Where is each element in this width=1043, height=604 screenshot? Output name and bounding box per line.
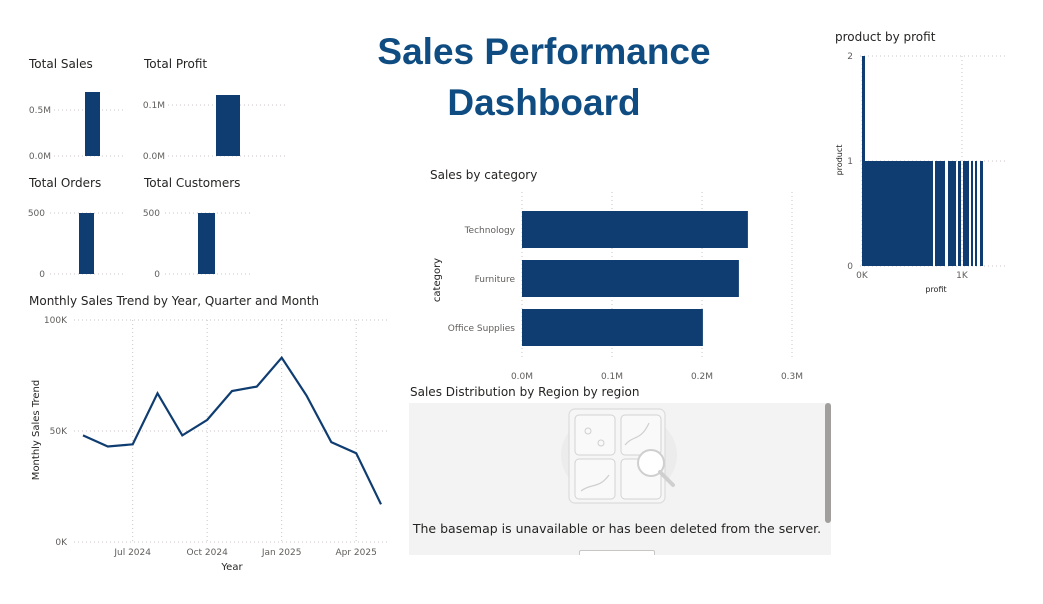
- kpi-title-total-profit: Total Profit: [144, 57, 208, 71]
- category-x-tick: 0.1M: [601, 372, 623, 382]
- category-x-tick: 0.2M: [691, 372, 713, 382]
- map-visual[interactable]: The basemap is unavailable or has been d…: [409, 403, 831, 555]
- category-chart-title: Sales by category: [430, 168, 538, 182]
- map-placeholder-icon: [561, 408, 677, 504]
- dashboard-title: Sales Performance Dashboard: [377, 31, 711, 123]
- kpi-bar-total-sales[interactable]: [85, 92, 100, 156]
- product-y-axis-label: product: [835, 145, 844, 176]
- kpi-total-orders-chart[interactable]: 500 0: [28, 209, 126, 280]
- product-bar[interactable]: [963, 161, 969, 266]
- kpi-total-sales-chart[interactable]: 0.5M 0.0M: [29, 92, 126, 162]
- product-x-tick: 0K: [856, 271, 869, 281]
- product-y-tick: 0: [847, 262, 853, 272]
- line-x-tick: Jul 2024: [113, 548, 151, 558]
- category-bar[interactable]: [522, 309, 703, 346]
- product-bar[interactable]: [958, 161, 961, 266]
- category-label: Office Supplies: [448, 324, 516, 334]
- kpi-tick: 0.5M: [29, 106, 51, 116]
- kpi-tick: 500: [143, 209, 160, 219]
- product-bar[interactable]: [862, 161, 933, 266]
- line-y-tick: 0K: [55, 538, 68, 548]
- map-unavailable-message: The basemap is unavailable or has been d…: [412, 521, 822, 536]
- category-x-tick: 0.0M: [511, 372, 533, 382]
- product-x-tick: 1K: [956, 271, 969, 281]
- category-x-tick: 0.3M: [781, 372, 803, 382]
- category-label: Technology: [464, 226, 516, 236]
- category-bar[interactable]: [522, 211, 748, 248]
- map-action-button[interactable]: [579, 550, 655, 555]
- category-label: Furniture: [475, 275, 516, 285]
- kpi-tick: 500: [28, 209, 45, 219]
- line-chart-ticks: 100K 50K 0K Jul 2024 Oct 2024 Jan 2025 Apr 202…: [44, 316, 377, 558]
- line-x-tick: Apr 2025: [335, 548, 376, 558]
- product-chart-bars[interactable]: [862, 56, 983, 266]
- kpi-tick: 0: [39, 270, 45, 280]
- kpi-bar-total-customers[interactable]: [198, 213, 215, 274]
- category-chart-bars[interactable]: Technology Furniture Office Supplies: [448, 211, 748, 346]
- kpi-bar-total-orders[interactable]: [79, 213, 94, 274]
- kpi-total-profit-chart[interactable]: 0.1M 0.0M: [143, 95, 286, 162]
- kpi-tick: 0.0M: [29, 152, 51, 162]
- kpi-total-customers-chart[interactable]: 500 0: [143, 209, 252, 280]
- product-bar[interactable]: [980, 161, 983, 266]
- product-bar[interactable]: [971, 161, 973, 266]
- product-bar[interactable]: [935, 161, 945, 266]
- line-chart-title: Monthly Sales Trend by Year, Quarter and…: [29, 294, 320, 308]
- product-y-tick: 2: [847, 52, 853, 62]
- product-bar[interactable]: [948, 161, 956, 266]
- kpi-tick: 0: [154, 270, 160, 280]
- product-x-axis-label: profit: [925, 285, 946, 294]
- map-scrollbar[interactable]: [825, 403, 831, 523]
- line-y-axis-label: Monthly Sales Trend: [31, 380, 42, 480]
- line-x-axis-label: Year: [220, 562, 243, 573]
- line-x-tick: Jan 2025: [261, 548, 302, 558]
- product-chart-title: product by profit: [835, 30, 936, 44]
- map-title: Sales Distribution by Region by region: [410, 385, 640, 399]
- category-bar[interactable]: [522, 260, 739, 297]
- product-bar[interactable]: [975, 161, 977, 266]
- kpi-tick: 0.1M: [143, 101, 165, 111]
- line-x-tick: Oct 2024: [187, 548, 229, 558]
- category-y-axis-label: category: [432, 258, 443, 302]
- kpi-bar-total-profit[interactable]: [216, 95, 240, 156]
- kpi-title-total-orders: Total Orders: [29, 176, 102, 190]
- line-y-tick: 100K: [44, 316, 68, 326]
- kpi-title-total-sales: Total Sales: [29, 57, 93, 71]
- kpi-tick: 0.0M: [143, 152, 165, 162]
- line-series[interactable]: [82, 355, 382, 505]
- product-y-tick: 1: [847, 157, 853, 167]
- kpi-title-total-customers: Total Customers: [144, 176, 241, 190]
- line-y-tick: 50K: [50, 427, 68, 437]
